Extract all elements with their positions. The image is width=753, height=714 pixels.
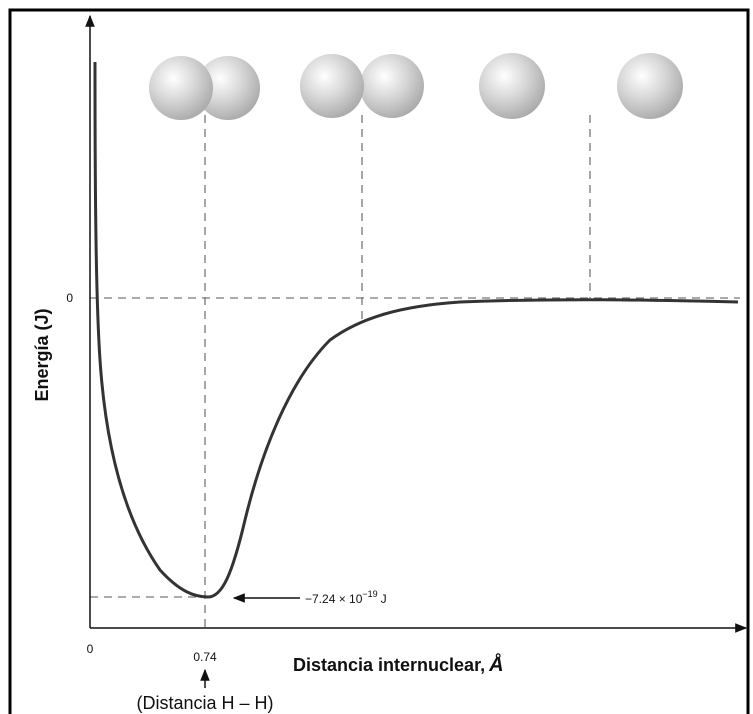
minimum-unit: J [381,592,387,606]
x-tick-label: 0 [87,642,94,656]
x-axis-unit: Å [488,652,503,676]
bond-label: (Distancia H – H) [136,693,273,713]
minimum-exponent: −19 [362,589,377,599]
y-tick-label: 0 [66,291,73,305]
x-axis-label-text: Distancia internuclear, [293,655,485,675]
guide-lines [90,115,740,628]
x-tick-label: 0.74 [193,650,217,664]
minimum-label: −7.24 × 10−19 J [305,589,387,606]
frame [8,8,750,714]
x-axis-label: Distancia internuclear, Å [293,652,504,676]
energy-curve [93,61,739,599]
y-axis-label: Energía (J) [32,308,52,401]
minimum-mantissa: −7.24 × 10 [305,592,363,606]
atoms [149,53,683,120]
